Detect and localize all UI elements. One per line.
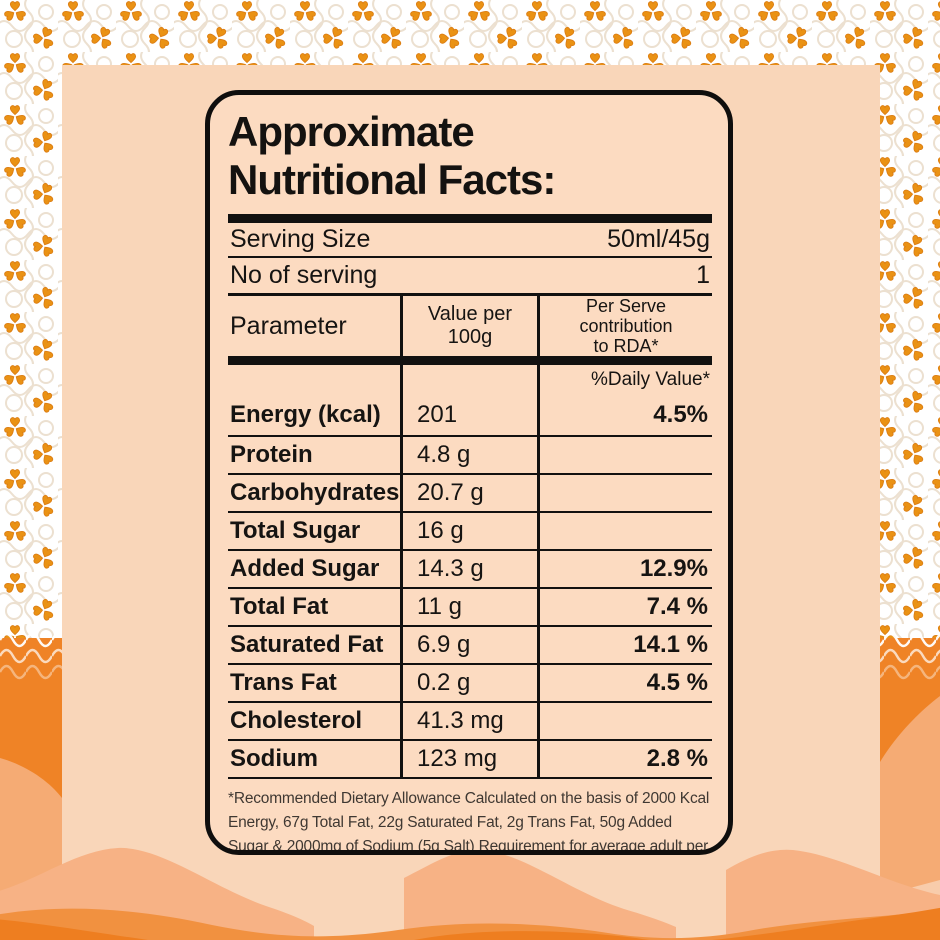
serving-size-value: 50ml/45g [607, 225, 710, 253]
table-row: Energy (kcal) 201 4.5% [228, 395, 712, 437]
divider-thick-middle [228, 356, 712, 365]
dune-medium-wave [0, 908, 940, 940]
table-row: Trans Fat 0.2 g 4.5 % [228, 665, 712, 703]
serving-count-row: No of serving 1 [228, 258, 712, 296]
table-row: Total Fat 11 g 7.4 % [228, 589, 712, 627]
table-row: Cholesterol 41.3 mg [228, 703, 712, 741]
dune-dark-wave [712, 907, 940, 940]
title-line-1: Approximate [228, 108, 475, 155]
nutrition-facts-card: Approximate Nutritional Facts: Serving S… [205, 90, 733, 855]
table-row: Saturated Fat 6.9 g 14.1 % [228, 627, 712, 665]
serving-size-row: Serving Size 50ml/45g [228, 223, 712, 258]
column-header-rda: Per Serve contribution to RDA* [537, 296, 712, 356]
table-row: Added Sugar 14.3 g 12.9% [228, 551, 712, 589]
daily-value-heading: %Daily Value* [537, 365, 712, 395]
divider-thick-top [228, 214, 712, 223]
dune-dark-wave [414, 931, 652, 940]
table-header-row: Parameter Value per 100g Per Serve contr… [228, 296, 712, 356]
rda-footnote: *Recommended Dietary Allowance Calculate… [228, 790, 710, 855]
card-title: Approximate Nutritional Facts: [228, 108, 712, 204]
dune-dark-wave [0, 919, 148, 940]
serving-size-label: Serving Size [230, 225, 371, 253]
table-row: Sodium 123 mg 2.8 % [228, 741, 712, 779]
column-header-parameter: Parameter [230, 311, 347, 340]
table-row: Protein 4.8 g [228, 437, 712, 475]
column-header-rda-line1: Per Serve contribution [579, 296, 673, 336]
table-row: Total Sugar 16 g [228, 513, 712, 551]
serving-count-label: No of serving [230, 261, 378, 289]
title-line-2: Nutritional Facts: [228, 156, 556, 203]
column-header-rda-line2: to RDA* [593, 336, 659, 356]
serving-count-value: 1 [696, 261, 710, 289]
column-header-value: Value per 100g [400, 296, 537, 356]
table-row: Carbohydrates 20.7 g [228, 475, 712, 513]
daily-value-row: %Daily Value* [228, 365, 712, 395]
dunes-foreground [0, 847, 940, 940]
dune-light-hill [404, 849, 676, 940]
